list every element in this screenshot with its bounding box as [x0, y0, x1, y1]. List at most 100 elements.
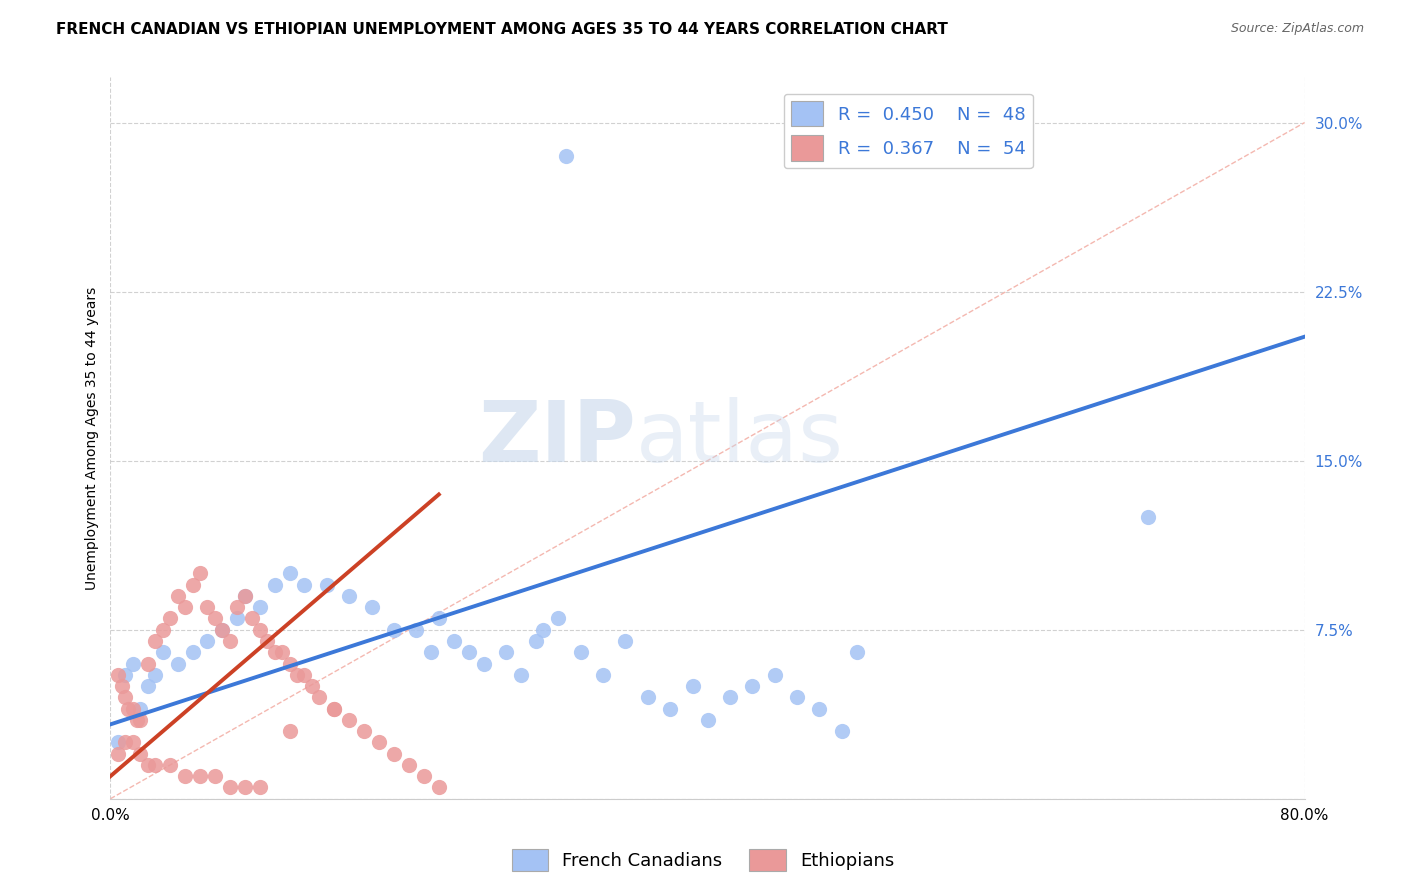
Point [845, 645, 868, 659]
Point [443, 634, 465, 648]
Point [405, 623, 427, 637]
Point [786, 690, 808, 705]
Point [457, 645, 479, 659]
Point [143, 667, 166, 681]
Point [637, 690, 659, 705]
Point [263, 577, 285, 591]
Legend: French Canadians, Ethiopians: French Canadians, Ethiopians [505, 842, 901, 879]
Point [181, 577, 204, 591]
Text: ZIP: ZIP [478, 397, 636, 480]
Point [143, 634, 166, 648]
Point [127, 713, 149, 727]
Point [323, 701, 346, 715]
Point [117, 701, 139, 715]
Point [114, 690, 136, 705]
Text: atlas: atlas [636, 397, 844, 480]
Point [249, 780, 271, 795]
Point [159, 611, 181, 625]
Point [412, 769, 434, 783]
Point [337, 589, 360, 603]
Point [547, 611, 569, 625]
Point [360, 600, 382, 615]
Point [114, 735, 136, 749]
Point [204, 769, 226, 783]
Legend: R =  0.450    N =  48, R =  0.367    N =  54: R = 0.450 N = 48, R = 0.367 N = 54 [783, 94, 1033, 169]
Point [278, 657, 301, 671]
Point [129, 713, 152, 727]
Point [240, 611, 263, 625]
Point [353, 724, 375, 739]
Point [554, 149, 576, 163]
Point [741, 679, 763, 693]
Point [256, 634, 278, 648]
Point [323, 701, 346, 715]
Point [382, 747, 405, 761]
Point [166, 657, 188, 671]
Point [226, 611, 249, 625]
Y-axis label: Unemployment Among Ages 35 to 44 years: Unemployment Among Ages 35 to 44 years [86, 286, 100, 590]
Point [188, 769, 211, 783]
Point [278, 566, 301, 581]
Point [121, 701, 143, 715]
Point [121, 735, 143, 749]
Point [614, 634, 637, 648]
Point [308, 690, 330, 705]
Point [233, 780, 256, 795]
Point [472, 657, 495, 671]
Point [249, 600, 271, 615]
Text: Source: ZipAtlas.com: Source: ZipAtlas.com [1230, 22, 1364, 36]
Point [226, 600, 249, 615]
Point [188, 566, 211, 581]
Point [211, 623, 233, 637]
Point [114, 667, 136, 681]
Point [427, 780, 450, 795]
Point [285, 667, 308, 681]
Point [315, 577, 337, 591]
Point [197, 600, 219, 615]
Point [233, 589, 256, 603]
Point [152, 623, 174, 637]
Point [174, 769, 197, 783]
Point [166, 589, 188, 603]
Point [271, 645, 294, 659]
Point [107, 667, 129, 681]
Point [495, 645, 517, 659]
Point [592, 667, 614, 681]
Point [510, 667, 533, 681]
Point [181, 645, 204, 659]
Point [524, 634, 547, 648]
Point [1136, 510, 1159, 524]
Point [233, 589, 256, 603]
Point [143, 758, 166, 772]
Point [136, 657, 159, 671]
Point [218, 634, 240, 648]
Point [263, 645, 285, 659]
Point [398, 758, 420, 772]
Point [382, 623, 405, 637]
Point [174, 600, 197, 615]
Point [531, 623, 554, 637]
Point [427, 611, 450, 625]
Point [569, 645, 592, 659]
Point [696, 713, 718, 727]
Point [337, 713, 360, 727]
Point [152, 645, 174, 659]
Point [129, 701, 152, 715]
Point [136, 758, 159, 772]
Point [136, 679, 159, 693]
Point [763, 667, 786, 681]
Point [278, 724, 301, 739]
Point [294, 577, 316, 591]
Point [808, 701, 831, 715]
Point [718, 690, 741, 705]
Text: FRENCH CANADIAN VS ETHIOPIAN UNEMPLOYMENT AMONG AGES 35 TO 44 YEARS CORRELATION : FRENCH CANADIAN VS ETHIOPIAN UNEMPLOYMEN… [56, 22, 948, 37]
Point [294, 667, 316, 681]
Point [111, 679, 134, 693]
Point [121, 657, 143, 671]
Point [659, 701, 682, 715]
Point [211, 623, 233, 637]
Point [129, 747, 152, 761]
Point [682, 679, 704, 693]
Point [831, 724, 853, 739]
Point [249, 623, 271, 637]
